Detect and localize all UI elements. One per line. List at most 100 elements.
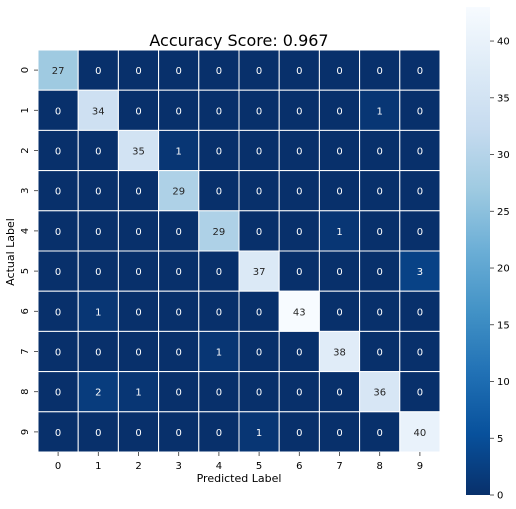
cell-value-label: 1 — [256, 428, 262, 439]
cell-value-label: 0 — [216, 147, 222, 158]
cell-value-label: 0 — [417, 147, 423, 158]
cell-value-label: 0 — [256, 227, 262, 238]
y-tick-label: 2 — [20, 147, 31, 153]
cell-value-label: 0 — [296, 147, 302, 158]
heatmap-cell — [77, 330, 119, 373]
cell-value-label: 0 — [216, 428, 222, 439]
heatmap-cell — [399, 290, 441, 332]
cell-value-label: 0 — [336, 66, 342, 77]
cell-value-label: 0 — [417, 187, 423, 198]
cell-value-label: 0 — [55, 227, 61, 238]
cell-value-label: 0 — [176, 388, 182, 399]
cell-value-label: 0 — [135, 187, 141, 198]
x-tick-label: 6 — [296, 461, 302, 472]
cell-value-label: 0 — [95, 66, 101, 77]
cell-value-label: 0 — [55, 187, 61, 198]
colorbar — [466, 7, 490, 495]
y-tick-label: 5 — [20, 268, 31, 274]
cell-value-label: 0 — [417, 106, 423, 117]
heatmap-cell — [238, 330, 280, 373]
cell-value-label: 0 — [336, 307, 342, 318]
chart-title: Accuracy Score: 0.967 — [149, 31, 328, 50]
heatmap-cell — [77, 49, 119, 91]
heatmap-cell — [318, 290, 361, 332]
cell-value-label: 43 — [293, 307, 306, 318]
cell-value-label: 2 — [95, 388, 101, 399]
heatmap-cell — [399, 129, 441, 172]
cell-value-label: 27 — [52, 66, 65, 77]
x-tick-labels: 0 1 2 3 4 5 6 7 8 9 — [55, 452, 423, 472]
cell-value-label: 0 — [95, 267, 101, 278]
heatmap-cell — [198, 371, 240, 413]
heatmap-cell — [278, 210, 320, 252]
cell-value-label: 1 — [216, 348, 222, 359]
cell-value-label: 0 — [256, 106, 262, 117]
heatmap-cell — [399, 89, 441, 131]
cell-value-label: 0 — [95, 227, 101, 238]
cell-value-label: 0 — [417, 348, 423, 359]
cell-value-label: 0 — [377, 307, 383, 318]
heatmap-cell — [158, 250, 200, 292]
x-tick-label: 3 — [176, 461, 182, 472]
heatmap-cell — [117, 129, 160, 172]
heatmap-cell — [117, 250, 160, 292]
x-tick-label: 2 — [135, 461, 141, 472]
cell-value-label: 1 — [377, 106, 383, 117]
cell-value-label: 0 — [135, 348, 141, 359]
heatmap-cell — [318, 49, 361, 91]
cell-value-label: 0 — [95, 428, 101, 439]
cell-value-label: 0 — [296, 428, 302, 439]
heatmap-cell — [37, 250, 79, 292]
cell-value-label: 38 — [333, 348, 346, 359]
heatmap-cell — [359, 250, 401, 292]
colorbar-tick-label: 20 — [497, 264, 510, 275]
cell-value-label: 0 — [55, 106, 61, 117]
heatmap-cell — [158, 330, 200, 373]
heatmap-cell — [238, 89, 280, 131]
cell-value-label: 0 — [256, 66, 262, 77]
x-tick-label: 8 — [377, 461, 383, 472]
cell-value-label: 0 — [336, 106, 342, 117]
heatmap-cell — [318, 371, 361, 413]
y-tick-labels: 0 1 2 3 4 5 6 7 8 9 — [20, 67, 38, 435]
x-tick-label: 1 — [95, 461, 101, 472]
heatmap-cell — [359, 290, 401, 332]
cell-value-label: 0 — [135, 106, 141, 117]
cell-value-label: 0 — [216, 388, 222, 399]
heatmap-cell — [238, 170, 280, 212]
cell-value-label: 0 — [135, 227, 141, 238]
cell-value-label: 0 — [135, 307, 141, 318]
heatmap-cell — [238, 290, 280, 332]
heatmap-cell — [318, 129, 361, 172]
heatmap-cell — [117, 330, 160, 373]
cell-value-label: 0 — [336, 267, 342, 278]
cell-value-label: 0 — [377, 147, 383, 158]
y-tick-label: 8 — [20, 389, 31, 395]
heatmap-cell — [77, 371, 119, 413]
heatmap-cell — [77, 129, 119, 172]
cell-value-label: 29 — [172, 187, 185, 198]
cell-value-label: 0 — [135, 428, 141, 439]
heatmap-cell — [37, 129, 79, 172]
cell-value-label: 0 — [216, 106, 222, 117]
cell-value-label: 3 — [417, 267, 423, 278]
y-tick-label: 3 — [20, 188, 31, 194]
heatmap-cell — [278, 330, 320, 373]
cell-value-label: 0 — [417, 388, 423, 399]
heatmap-cell — [278, 170, 320, 212]
cell-value-label: 0 — [336, 147, 342, 158]
cell-value-label: 0 — [256, 388, 262, 399]
colorbar-ticks: 0 5 10 15 20 25 30 35 40 — [490, 37, 510, 502]
heatmap-cell — [238, 210, 280, 252]
heatmap-cell — [77, 89, 119, 131]
cell-value-label: 34 — [92, 106, 105, 117]
heatmap-cell — [198, 411, 240, 453]
heatmap-cell — [399, 411, 441, 453]
y-tick-label: 7 — [20, 348, 31, 354]
y-tick-label: 0 — [20, 67, 31, 73]
cell-value-label: 0 — [336, 187, 342, 198]
cell-value-label: 0 — [417, 227, 423, 238]
heatmap-cell — [399, 210, 441, 252]
cell-value-label: 0 — [176, 428, 182, 439]
